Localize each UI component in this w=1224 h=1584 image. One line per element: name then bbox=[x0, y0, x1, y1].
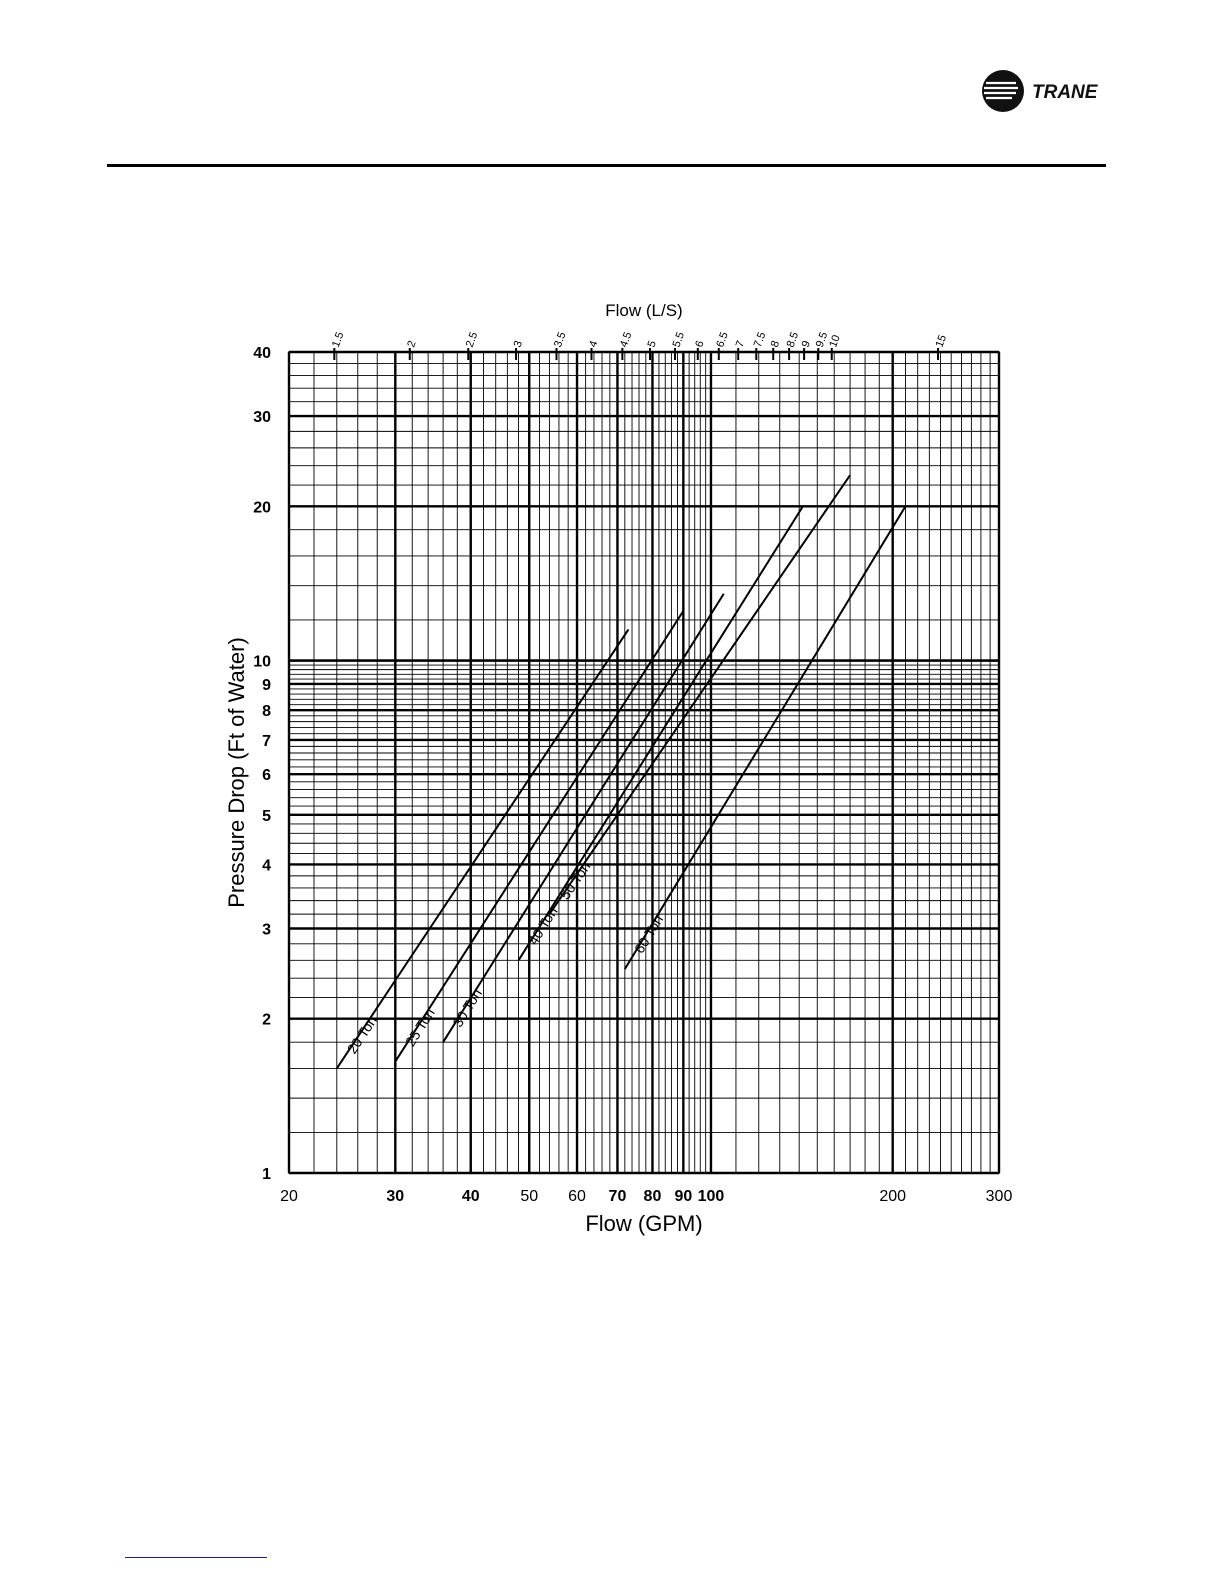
x2-tick-label: 5 bbox=[646, 339, 659, 349]
y-tick-label: 2 bbox=[262, 1012, 271, 1029]
header-rule bbox=[107, 164, 1106, 167]
grid bbox=[287, 350, 1001, 1175]
y-tick-label: 8 bbox=[262, 703, 271, 720]
brand-logo-text: TRANE bbox=[1032, 82, 1099, 103]
y-tick-label: 40 bbox=[253, 345, 271, 362]
series-line bbox=[442, 593, 725, 1043]
x2-tick-label: 9 bbox=[800, 339, 813, 349]
y-tick-label: 4 bbox=[262, 857, 271, 874]
x2-tick-label: 8.5 bbox=[785, 331, 802, 349]
x-tick-label: 30 bbox=[386, 1188, 404, 1205]
y-tick-label: 1 bbox=[262, 1166, 271, 1183]
x2-tick-label: 10 bbox=[827, 333, 842, 349]
axes: 20 30 40 50 60 70 80 90 100 200 300 1 2 3 4 5 6 7 8 9 10 20 30… bbox=[224, 301, 1012, 1236]
x2-tick-label: 6.5 bbox=[714, 331, 731, 349]
series-line bbox=[394, 610, 685, 1063]
x-tick-label: 20 bbox=[280, 1188, 298, 1205]
x2-tick-label: 15 bbox=[934, 333, 949, 349]
y-tick-label: 20 bbox=[253, 499, 271, 516]
x-tick-label: 40 bbox=[462, 1188, 480, 1205]
x2-tick-label: 7.5 bbox=[752, 331, 769, 349]
y-tick-label: 5 bbox=[262, 808, 271, 825]
x-tick-label: 50 bbox=[520, 1188, 538, 1205]
y-tick-label: 9 bbox=[262, 677, 271, 694]
x-tick-label: 300 bbox=[986, 1188, 1013, 1205]
footer-rule bbox=[125, 1557, 267, 1558]
y-tick-label: 30 bbox=[253, 409, 271, 426]
x2-tick-label: 3 bbox=[512, 339, 525, 349]
y-tick-label: 6 bbox=[262, 767, 271, 784]
x-axis-label: Flow (GPM) bbox=[585, 1211, 702, 1236]
y-tick-label: 3 bbox=[262, 921, 271, 938]
x-tick-label: 90 bbox=[674, 1188, 692, 1205]
x2-tick-label: 4.5 bbox=[618, 331, 635, 349]
plot-frame bbox=[288, 351, 1000, 1174]
x2-tick-label: 2 bbox=[405, 339, 418, 349]
y-tick-label: 10 bbox=[253, 654, 271, 671]
x2-tick-label: 6 bbox=[693, 339, 706, 349]
x2-axis-label: Flow (L/S) bbox=[605, 301, 682, 320]
series-line bbox=[335, 628, 630, 1069]
x-tick-label: 80 bbox=[644, 1188, 662, 1205]
x2-tick-label: 4 bbox=[587, 339, 600, 349]
x-tick-label: 60 bbox=[568, 1188, 586, 1205]
x2-tick-label: 5.5 bbox=[671, 331, 688, 349]
y-axis-label: Pressure Drop (Ft of Water) bbox=[224, 637, 249, 908]
x2-tick-label: 1.5 bbox=[330, 331, 347, 349]
x2-tick-label: 9.5 bbox=[814, 331, 831, 349]
series-label: 60 Ton bbox=[631, 912, 666, 956]
x-tick-label: 200 bbox=[879, 1188, 906, 1205]
series-line bbox=[548, 474, 851, 915]
x2-tick-label: 2.5 bbox=[464, 331, 481, 349]
y-tick-label: 7 bbox=[262, 733, 271, 750]
series-label: 30 Ton bbox=[449, 986, 485, 1030]
x-tick-label: 70 bbox=[609, 1188, 627, 1205]
trane-logo-icon: TRANE bbox=[982, 70, 1099, 112]
x-tick-label: 100 bbox=[698, 1188, 725, 1205]
series-line bbox=[623, 505, 907, 970]
x2-tick-label: 8 bbox=[769, 339, 782, 349]
x2-tick-label: 7 bbox=[734, 339, 747, 349]
series-line bbox=[517, 505, 804, 961]
x2-tick-label: 3.5 bbox=[552, 331, 569, 349]
